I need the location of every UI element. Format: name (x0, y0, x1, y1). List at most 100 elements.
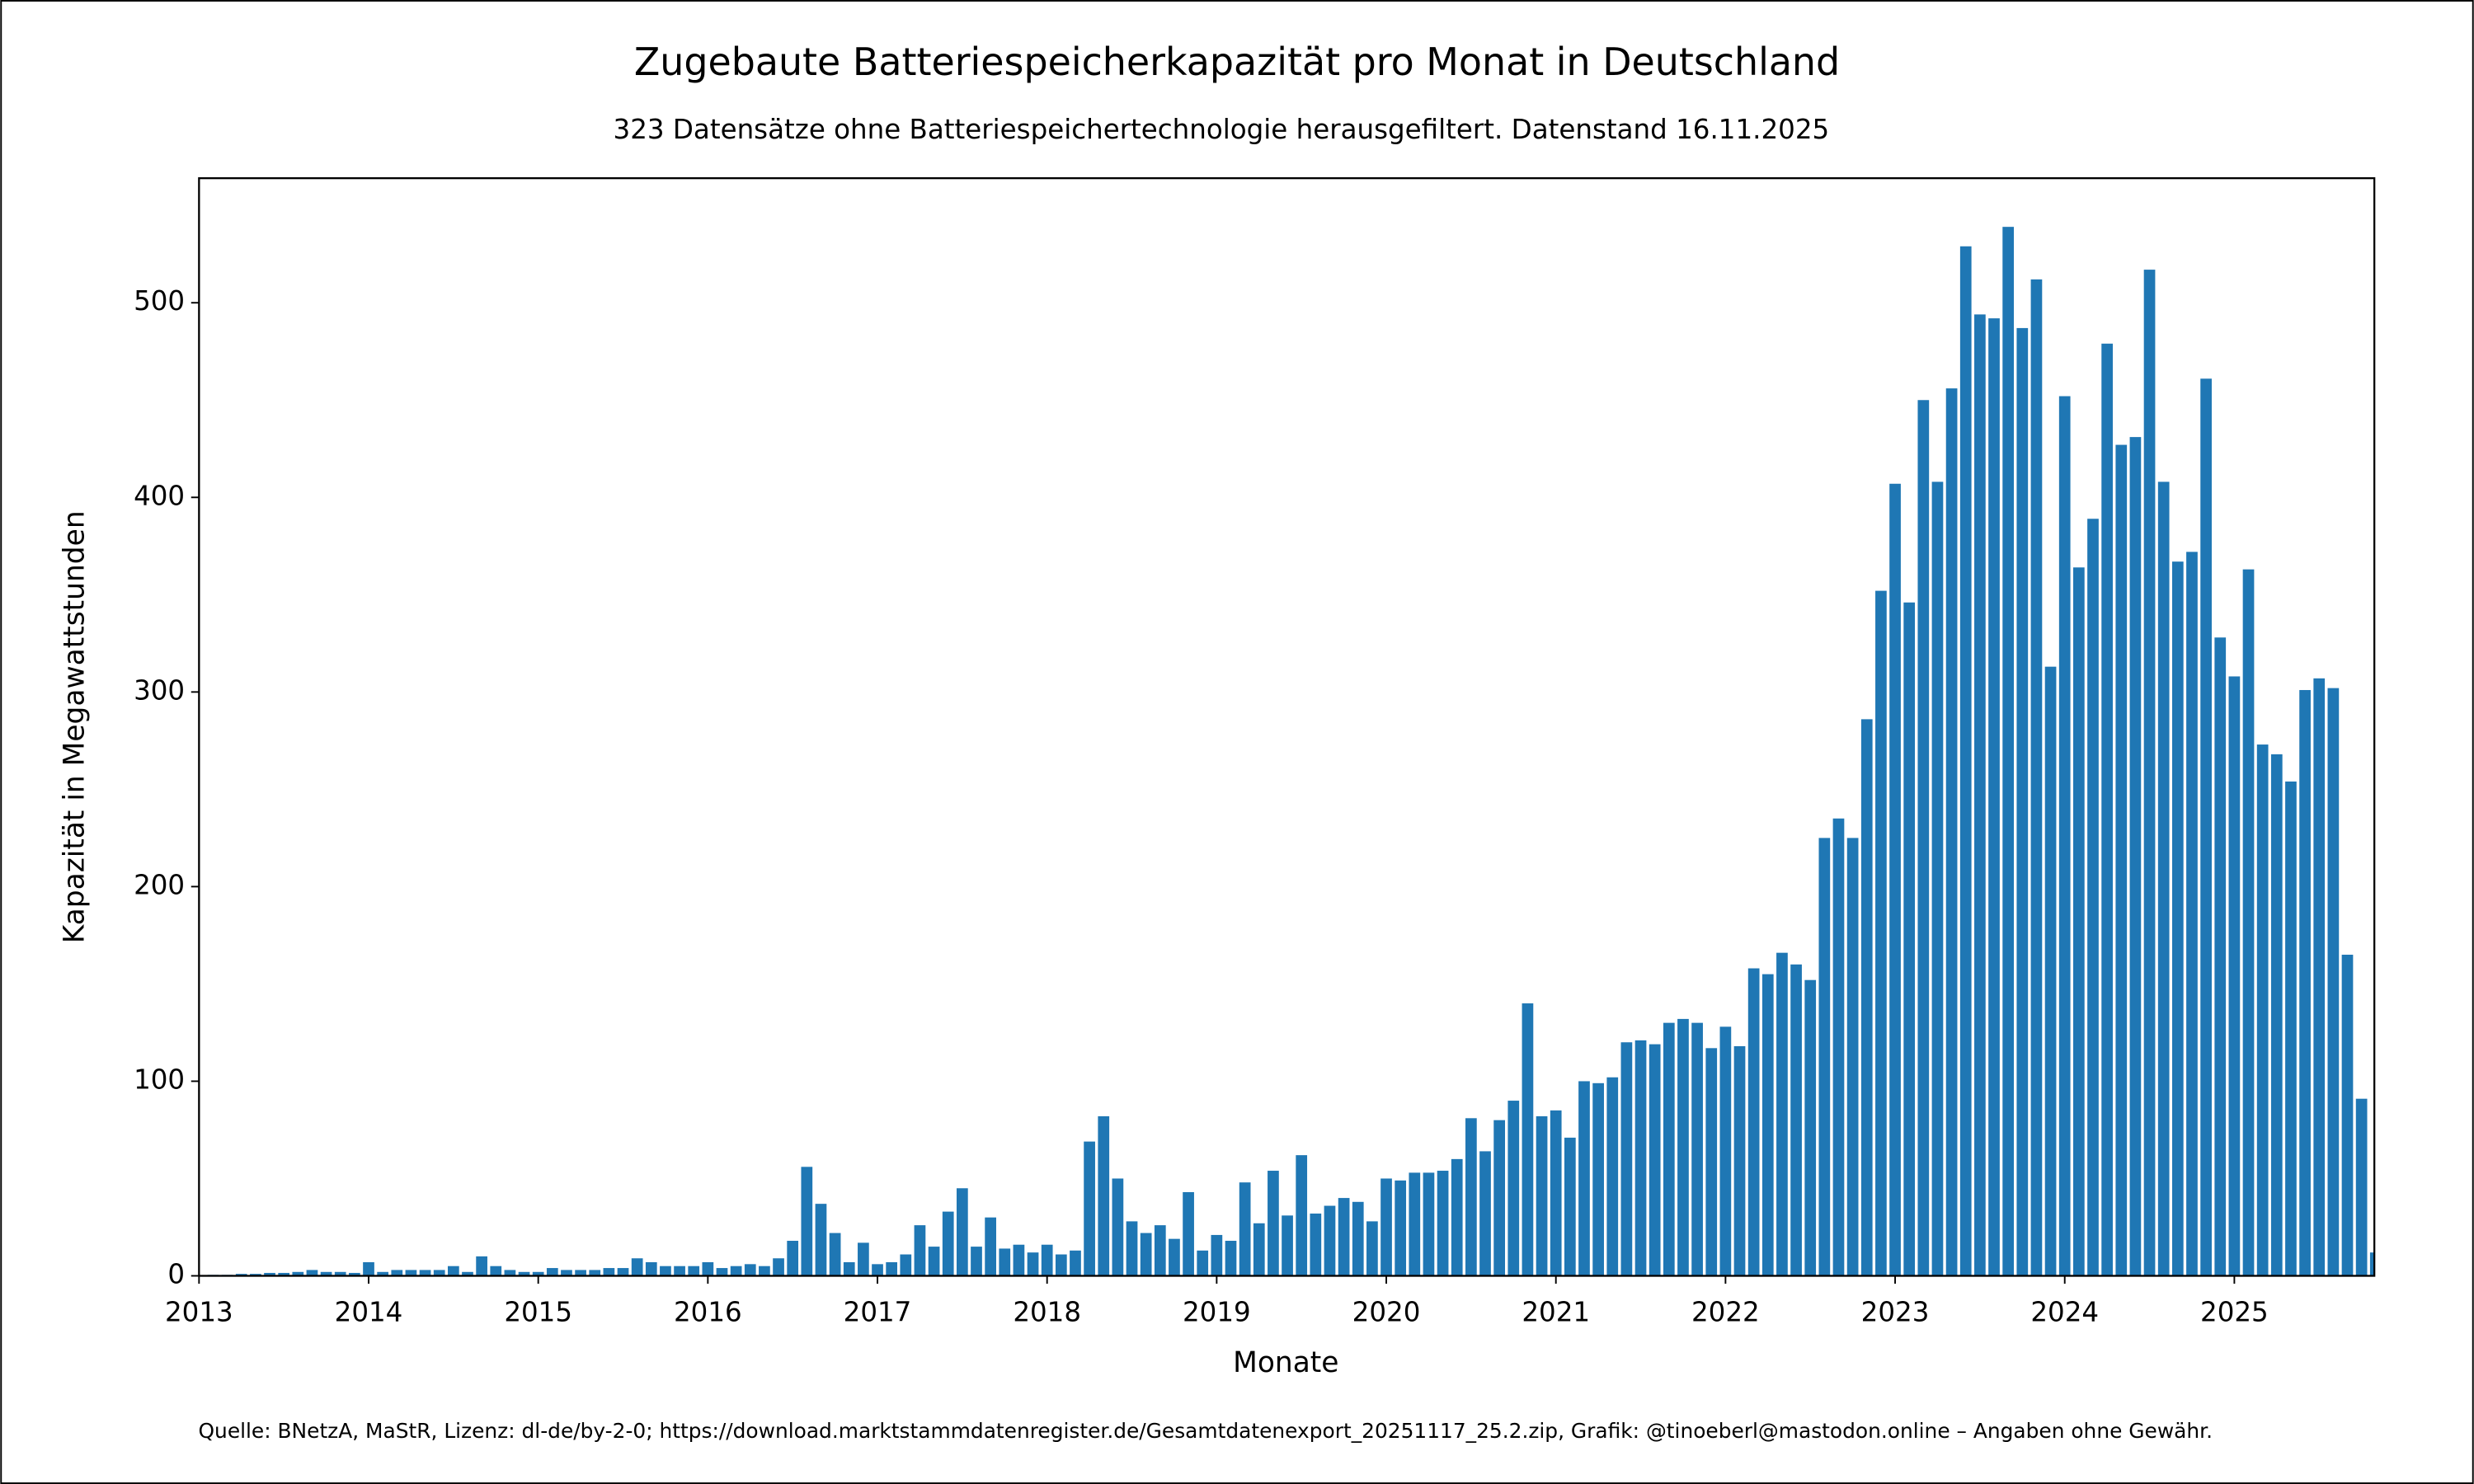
bar (1112, 1178, 1124, 1276)
bar (1917, 400, 1930, 1276)
bar (2214, 637, 2227, 1276)
bar (1380, 1178, 1392, 1276)
bar (1197, 1250, 1209, 1276)
bar (1578, 1081, 1590, 1276)
x-tick-label: 2019 (1183, 1296, 1251, 1327)
x-tick-label: 2020 (1352, 1296, 1421, 1327)
bar (2087, 519, 2099, 1276)
bar (1818, 838, 1831, 1276)
bar (1070, 1250, 1081, 1276)
bar (1889, 483, 1901, 1276)
bar (1846, 838, 1859, 1276)
bar (1974, 314, 1986, 1276)
bar (419, 1270, 431, 1276)
bar (1013, 1244, 1025, 1276)
bar (2313, 678, 2326, 1276)
bar (2327, 688, 2340, 1276)
bar (1493, 1120, 1506, 1276)
bar (2030, 279, 2043, 1276)
x-tick-label: 2018 (1013, 1296, 1081, 1327)
bar (787, 1241, 799, 1276)
bar (1084, 1141, 1095, 1276)
bar (1719, 1026, 1732, 1276)
bar (1761, 974, 1774, 1276)
bar (2369, 1252, 2375, 1276)
bar (660, 1266, 671, 1276)
bar (1790, 964, 1802, 1276)
bar (2299, 689, 2311, 1276)
bar (900, 1254, 912, 1276)
bar (306, 1270, 318, 1276)
bar (1860, 719, 1873, 1276)
bar (363, 1261, 374, 1276)
bar (2341, 955, 2354, 1276)
bar (2186, 552, 2198, 1276)
bar (2256, 744, 2269, 1276)
bar (476, 1256, 487, 1276)
bar (1183, 1191, 1194, 1276)
bar (2016, 327, 2029, 1276)
bar (674, 1266, 685, 1276)
bar (603, 1268, 615, 1276)
x-tick-label: 2021 (1522, 1296, 1590, 1327)
x-tick-label: 2025 (2200, 1296, 2269, 1327)
bar (235, 1274, 247, 1276)
footer: Quelle: BNetzA, MaStR, Lizenz: dl-de/by-… (198, 1419, 2213, 1443)
y-tick-label: 200 (134, 869, 185, 900)
bar (1055, 1254, 1067, 1276)
bar (914, 1225, 926, 1276)
bar (1945, 388, 1958, 1276)
bar (773, 1258, 784, 1276)
bar (1310, 1213, 1322, 1276)
bar (617, 1268, 629, 1276)
x-axis-label: Monate (1233, 1346, 1338, 1379)
x-tick-label: 2023 (1861, 1296, 1930, 1327)
plot-frame (198, 177, 2376, 1277)
bar (518, 1271, 530, 1276)
bar (999, 1248, 1011, 1276)
bar (702, 1261, 714, 1276)
x-tick-label: 2015 (504, 1296, 572, 1327)
bar (2115, 444, 2128, 1276)
x-tick-label: 2013 (165, 1296, 233, 1327)
bar (1282, 1215, 1293, 1276)
bar (957, 1188, 968, 1276)
bar (349, 1272, 360, 1276)
bar (2171, 561, 2184, 1276)
bar (1677, 1018, 1689, 1276)
bar (1211, 1234, 1223, 1276)
bar (546, 1268, 558, 1276)
bar (561, 1270, 572, 1276)
bar (1507, 1101, 1520, 1276)
bar (2101, 343, 2113, 1276)
bar (334, 1271, 346, 1276)
bar (1225, 1241, 1237, 1276)
bar (433, 1270, 445, 1276)
bar (1098, 1115, 1110, 1276)
bar (250, 1274, 261, 1276)
bar (1352, 1201, 1364, 1276)
bar (843, 1261, 855, 1276)
bar (1832, 818, 1845, 1276)
bar (1395, 1180, 1407, 1276)
bar (1338, 1198, 1350, 1276)
bar (1649, 1044, 1661, 1276)
bar (1465, 1118, 1477, 1276)
bar (942, 1211, 954, 1276)
bar (589, 1270, 601, 1276)
bar (1931, 481, 1944, 1276)
bar (1804, 979, 1817, 1276)
bar (1126, 1221, 1138, 1276)
bar (1423, 1172, 1435, 1276)
bar (2242, 569, 2255, 1276)
bar (1140, 1233, 1152, 1276)
bar (1747, 968, 1760, 1276)
y-tick-label: 0 (167, 1259, 185, 1290)
bar (1366, 1221, 1378, 1276)
x-tick-label: 2016 (674, 1296, 742, 1327)
bar (1903, 602, 1916, 1276)
bar (928, 1247, 940, 1276)
bar (985, 1217, 996, 1276)
bar (631, 1258, 643, 1276)
bar (575, 1270, 586, 1276)
